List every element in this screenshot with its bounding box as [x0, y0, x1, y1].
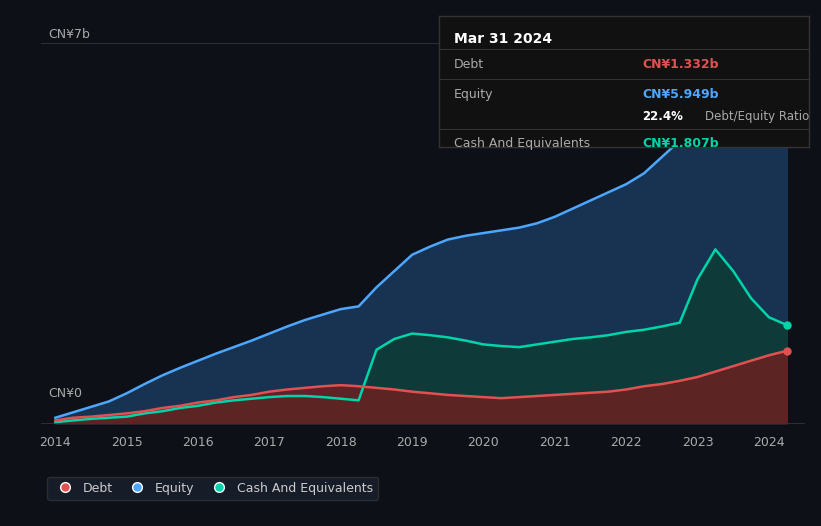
Text: 22.4%: 22.4%	[643, 110, 683, 124]
Text: Mar 31 2024: Mar 31 2024	[454, 32, 553, 46]
Text: CN¥1.332b: CN¥1.332b	[643, 58, 719, 71]
Text: Debt/Equity Ratio: Debt/Equity Ratio	[705, 110, 810, 124]
Text: Equity: Equity	[454, 88, 493, 101]
Text: Debt: Debt	[454, 58, 484, 71]
Legend: Debt, Equity, Cash And Equivalents: Debt, Equity, Cash And Equivalents	[48, 477, 378, 500]
Text: CN¥7b: CN¥7b	[48, 28, 90, 41]
Text: Cash And Equivalents: Cash And Equivalents	[454, 137, 590, 150]
Text: CN¥1.807b: CN¥1.807b	[643, 137, 719, 150]
Text: CN¥0: CN¥0	[48, 387, 83, 400]
Text: CN¥5.949b: CN¥5.949b	[643, 88, 719, 101]
